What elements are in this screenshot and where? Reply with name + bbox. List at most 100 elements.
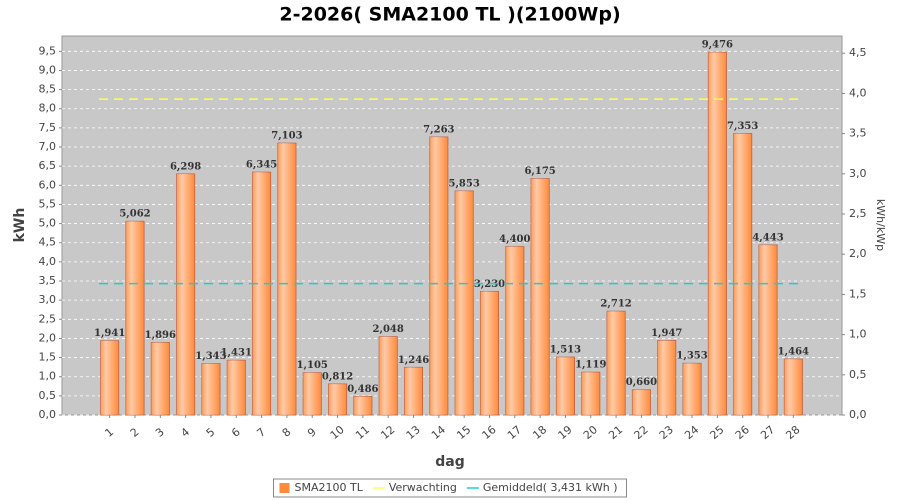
- value-label: 6,298: [170, 161, 201, 172]
- value-label: 0,812: [322, 371, 353, 382]
- x-tick-label: 12: [378, 423, 397, 442]
- y2-tick-label: 4,0: [849, 86, 867, 99]
- x-tick-label: 27: [758, 423, 777, 442]
- bar-shine: [632, 389, 651, 415]
- x-tick-label: 20: [581, 423, 600, 442]
- value-label: 6,345: [246, 160, 277, 171]
- x-tick-label: 26: [733, 423, 752, 442]
- value-label: 1,896: [145, 330, 176, 341]
- bar-shine: [303, 372, 322, 415]
- legend-label: Gemiddeld( 3,431 kWh ): [483, 481, 618, 494]
- y2-tick-label: 1,0: [849, 328, 867, 341]
- value-label: 1,947: [651, 328, 682, 339]
- bar-shine: [100, 340, 119, 415]
- y-tick-label: 0,0: [39, 408, 57, 421]
- legend: SMA2100 TL Verwachting Gemiddeld( 3,431 kW…: [272, 478, 628, 498]
- bar-shine: [682, 363, 702, 415]
- legend-label: SMA2100 TL: [294, 481, 363, 494]
- x-tick-label: 21: [606, 423, 625, 442]
- value-label: 6,175: [524, 166, 555, 177]
- y-tick-label: 3,0: [39, 293, 57, 306]
- x-tick-label: 5: [204, 425, 218, 439]
- y-tick-label: 6,5: [39, 159, 57, 172]
- x-tick-label: 9: [305, 425, 319, 439]
- bar-shine: [125, 221, 145, 415]
- value-label: 9,476: [702, 40, 733, 51]
- x-tick-label: 22: [632, 423, 651, 442]
- bar-shine: [429, 136, 448, 415]
- y2-tick-label: 3,0: [849, 167, 867, 180]
- y-tick-label: 4,0: [39, 255, 57, 268]
- bar-shine: [227, 360, 246, 415]
- bar-shine: [151, 342, 170, 415]
- bar-shine: [581, 372, 600, 415]
- y-tick-label: 8,5: [39, 83, 57, 96]
- bar-shine: [379, 336, 398, 415]
- bar-shine: [657, 340, 676, 415]
- legend-box: [272, 478, 628, 498]
- x-tick-label: 8: [280, 425, 294, 439]
- x-tick-label: 17: [505, 423, 524, 442]
- value-label: 2,048: [373, 324, 404, 335]
- y2-tick-label: 1,5: [849, 287, 867, 300]
- x-tick-label: 14: [429, 423, 448, 442]
- y-tick-label: 7,0: [39, 140, 57, 153]
- value-label: 7,263: [423, 124, 454, 135]
- bar-shine: [505, 246, 524, 415]
- x-tick-label: 10: [328, 423, 347, 442]
- y-tick-label: 1,5: [39, 351, 57, 364]
- bar-shine: [328, 383, 347, 415]
- x-tick-label: 7: [254, 425, 268, 439]
- x-tick-label: 2: [128, 425, 142, 439]
- bar-shine: [277, 143, 297, 415]
- bar-shine: [404, 367, 423, 415]
- y2-tick-label: 3,5: [849, 127, 867, 140]
- y-tick-label: 4,5: [39, 236, 57, 249]
- x-tick-label: 6: [229, 425, 243, 439]
- y-tick-label: 3,5: [39, 274, 57, 287]
- value-label: 1,105: [297, 360, 328, 371]
- y-tick-label: 2,5: [39, 312, 57, 325]
- bar-shine: [176, 173, 195, 415]
- bar-shine: [784, 358, 803, 415]
- x-tick-label: 15: [454, 423, 473, 442]
- value-label: 5,062: [119, 209, 150, 220]
- bar-shine: [708, 52, 727, 415]
- x-tick-label: 28: [783, 423, 802, 442]
- bar-shine: [201, 363, 221, 415]
- y-tick-label: 5,0: [39, 217, 57, 230]
- bar-shine: [606, 311, 626, 415]
- value-label: 1,343: [195, 351, 226, 362]
- y-tick-label: 8,0: [39, 102, 57, 115]
- bar-shine: [531, 178, 550, 415]
- value-label: 4,400: [499, 234, 530, 245]
- x-tick-label: 23: [657, 423, 676, 442]
- x-tick-label: 25: [708, 423, 727, 442]
- y-tick-label: 6,0: [39, 178, 57, 191]
- chart-title: 2-2026( SMA2100 TL )(2100Wp): [279, 4, 620, 26]
- y2-tick-label: 2,0: [849, 247, 867, 260]
- y-tick-label: 9,5: [39, 44, 57, 57]
- x-tick-label: 3: [153, 425, 167, 439]
- bar-shine: [480, 291, 499, 415]
- bar-shine: [455, 190, 474, 415]
- value-label: 1,431: [221, 348, 252, 359]
- x-tick-label: 24: [682, 423, 701, 442]
- x-tick-label: 13: [404, 423, 423, 442]
- value-label: 1,464: [778, 346, 809, 357]
- value-label: 1,119: [575, 360, 606, 371]
- value-label: 7,353: [727, 121, 758, 132]
- x-axis-title: dag: [435, 454, 465, 470]
- bar-shine: [252, 172, 271, 415]
- value-label: 7,103: [271, 131, 302, 142]
- value-label: 1,246: [398, 355, 429, 366]
- legend-label: Verwachting: [389, 481, 457, 494]
- y-tick-label: 2,0: [39, 331, 57, 344]
- value-label: 4,443: [752, 232, 783, 243]
- y-tick-label: 1,0: [39, 370, 57, 383]
- value-label: 5,853: [448, 178, 479, 189]
- bar-shine: [353, 396, 372, 415]
- value-label: 1,353: [676, 351, 707, 362]
- x-tick-label: 1: [102, 425, 116, 439]
